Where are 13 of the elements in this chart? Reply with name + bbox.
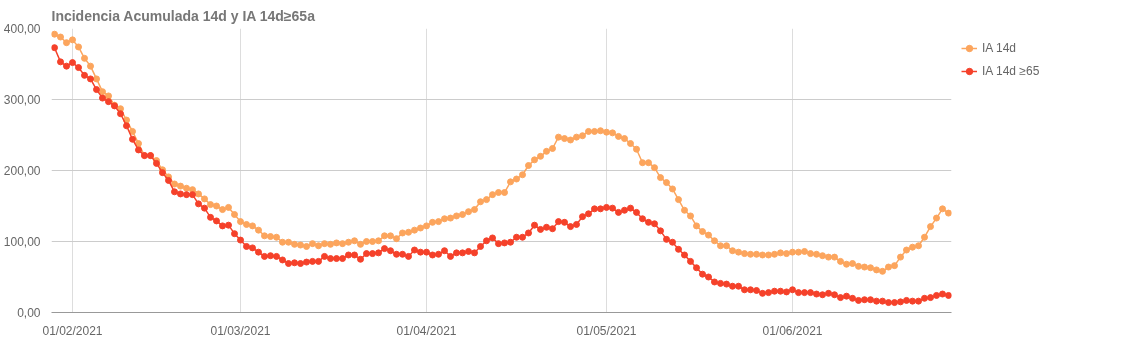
y-tick-label: 100,00 (3, 235, 41, 249)
y-tick-label: 300,00 (3, 93, 41, 107)
y-tick-label: 200,00 (3, 164, 41, 178)
x-tick-label: 01/06/2021 (762, 323, 823, 338)
x-tick-label: 01/02/2021 (42, 323, 103, 338)
x-tick-label: 01/04/2021 (396, 323, 457, 338)
x-tick-label: 01/05/2021 (576, 323, 637, 338)
legend-label: IA 14d (982, 41, 1017, 55)
legend-label: IA 14d ≥65 (982, 64, 1040, 78)
y-tick-label: 0,00 (17, 306, 41, 320)
chart-title: Incidencia Acumulada 14d y IA 14d≥65a (51, 7, 316, 24)
x-tick-label: 01/03/2021 (210, 323, 271, 338)
y-tick-label: 400,00 (3, 22, 41, 36)
